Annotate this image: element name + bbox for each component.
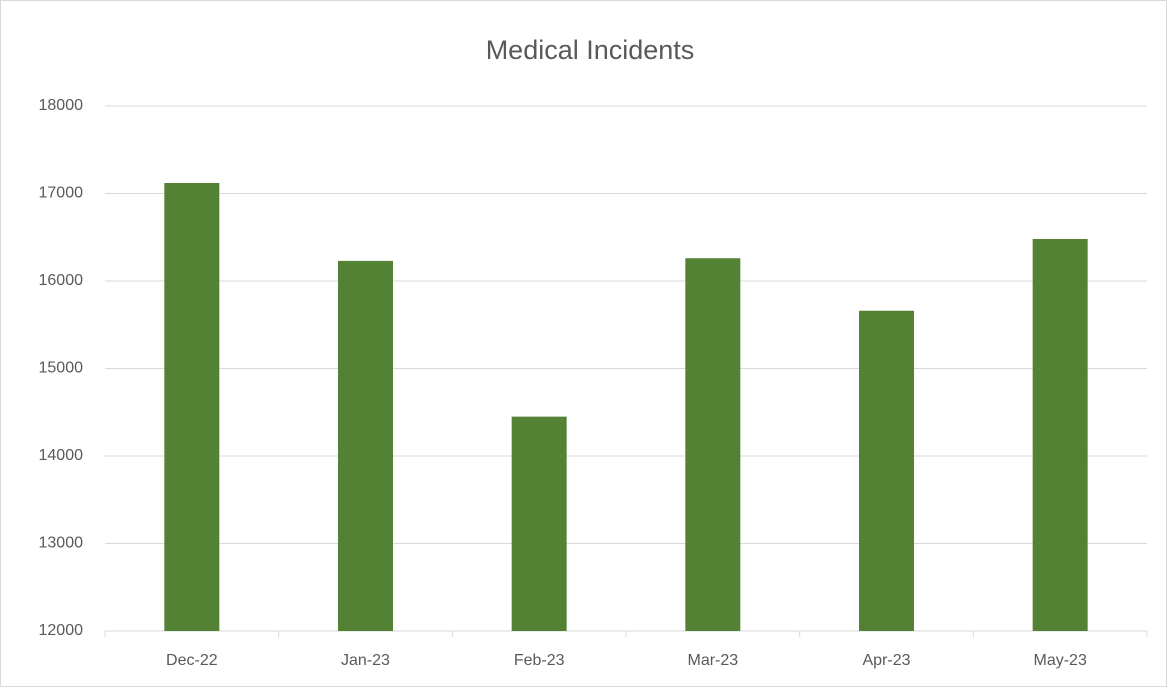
y-tick-label: 15000 — [39, 360, 84, 377]
y-tick-label: 14000 — [39, 447, 84, 464]
x-tick-label: Feb-23 — [514, 652, 565, 669]
bar — [164, 183, 220, 631]
y-tick-label: 16000 — [39, 272, 84, 289]
bar — [338, 260, 393, 631]
bar — [859, 310, 914, 631]
y-tick-label: 13000 — [39, 535, 84, 552]
bar — [511, 416, 567, 631]
x-tick-label: Apr-23 — [862, 652, 910, 669]
bar — [1032, 239, 1088, 631]
y-tick-label: 12000 — [39, 622, 84, 639]
x-tick-label: May-23 — [1033, 652, 1086, 669]
y-tick-label: 18000 — [39, 97, 84, 114]
chart-title: Medical Incidents — [486, 35, 695, 65]
x-tick-label: Mar-23 — [687, 652, 738, 669]
bar — [685, 258, 741, 631]
y-tick-label: 17000 — [39, 185, 84, 202]
x-tick-label: Dec-22 — [166, 652, 218, 669]
x-tick-label: Jan-23 — [341, 652, 390, 669]
